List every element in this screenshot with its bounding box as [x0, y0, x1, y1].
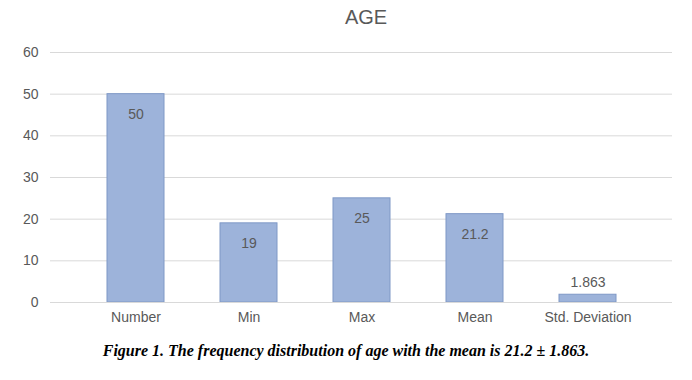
svg-text:25: 25: [354, 210, 370, 226]
svg-text:21.2: 21.2: [461, 226, 488, 242]
svg-text:Std. Deviation: Std. Deviation: [544, 309, 631, 325]
svg-text:Mean: Mean: [457, 309, 492, 325]
svg-text:30: 30: [23, 169, 39, 185]
svg-text:60: 60: [23, 44, 39, 60]
html-text:AGE: AGE: [344, 6, 388, 28]
svg-text:0: 0: [31, 294, 39, 310]
svg-text:20: 20: [23, 211, 39, 227]
html-text:Figure 1. The frequency distri: Figure 1. The frequency distribution of …: [102, 342, 590, 359]
svg-text:1.863: 1.863: [570, 274, 605, 290]
svg-text:19: 19: [241, 235, 257, 251]
svg-text:50: 50: [23, 86, 39, 102]
svg-text:Min: Min: [238, 309, 261, 325]
svg-text:40: 40: [23, 127, 39, 143]
svg-text:10: 10: [23, 252, 39, 268]
svg-text:Number: Number: [111, 309, 161, 325]
svg-text:50: 50: [128, 106, 144, 122]
svg-text:Max: Max: [349, 309, 375, 325]
